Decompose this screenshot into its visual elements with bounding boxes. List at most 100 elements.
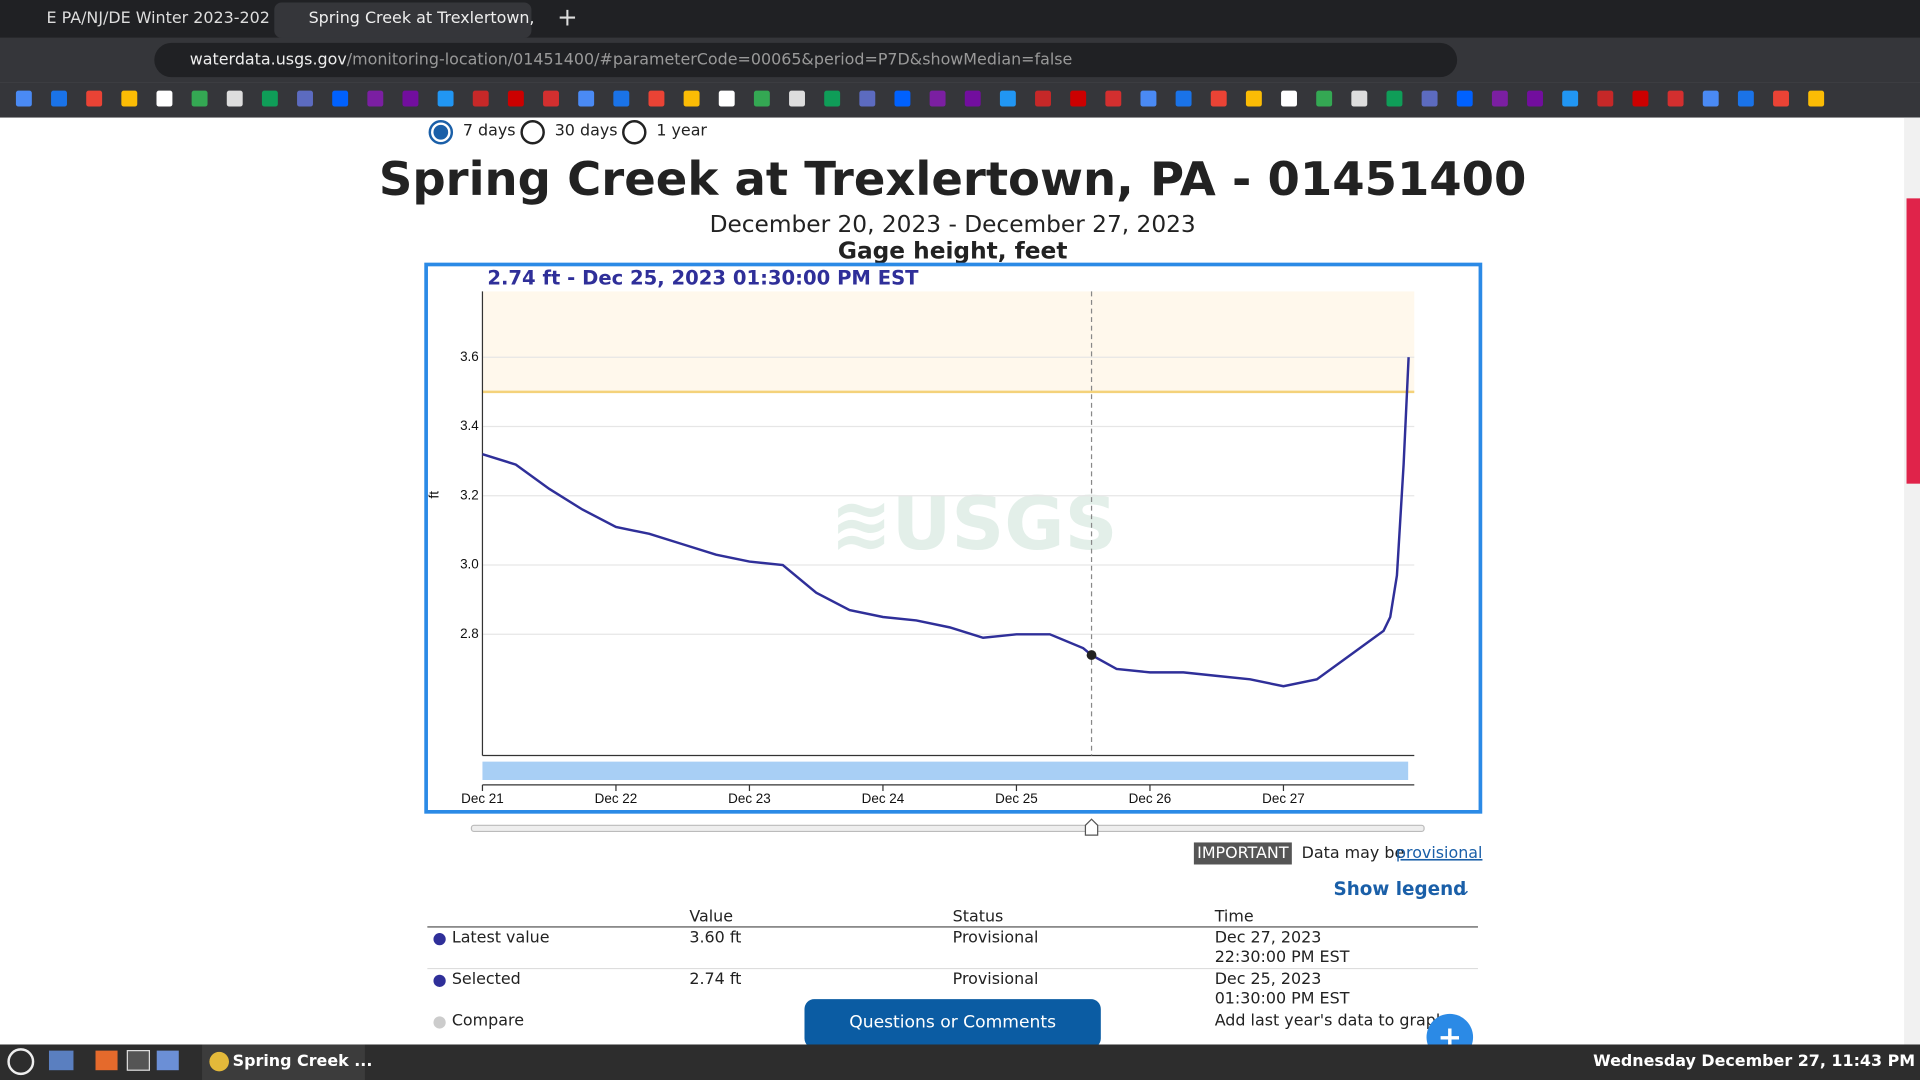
bookmark-icon[interactable] <box>1456 90 1473 107</box>
bookmark-icon[interactable] <box>367 90 384 107</box>
bookmark-icon[interactable] <box>297 90 313 107</box>
bookmark-icon[interactable] <box>1035 90 1051 107</box>
bookmark-icon[interactable] <box>1632 90 1649 107</box>
bookmark-icon[interactable] <box>1773 90 1789 107</box>
bookmark-icon[interactable] <box>613 90 630 107</box>
bookmark-icon[interactable] <box>859 90 876 107</box>
compare-text[interactable]: Add last year's data to graph <box>1215 1011 1446 1030</box>
bookmark-icon[interactable] <box>121 90 138 107</box>
bookmark-icon[interactable] <box>1281 90 1297 107</box>
bookmark-icon[interactable] <box>226 90 243 107</box>
radio[interactable] <box>520 120 545 145</box>
bookmark-icon[interactable] <box>1105 90 1122 107</box>
tooltip: 2.74 ft - Dec 25, 2023 01:30:00 PM EST <box>487 267 919 290</box>
task-item[interactable] <box>202 1044 365 1080</box>
feedback-button[interactable] <box>804 999 1101 1049</box>
bookmark-icon[interactable] <box>1386 90 1403 107</box>
bookmark-icon[interactable] <box>156 90 173 107</box>
scroll-thumb[interactable] <box>1906 198 1920 484</box>
feedback-label[interactable]: Questions or Comments <box>849 1012 1056 1032</box>
new-tab[interactable]: + <box>557 2 578 31</box>
bookmark-icon[interactable] <box>894 90 911 107</box>
legend-toggle[interactable]: Show legend <box>1333 879 1466 900</box>
link[interactable]: provisional <box>1396 843 1483 862</box>
table-cell: 2.74 ft <box>689 969 741 988</box>
data-line <box>482 357 1410 688</box>
bookmark-icon[interactable] <box>1562 90 1579 107</box>
table-cell: 22:30:00 PM EST <box>1215 947 1350 966</box>
y-tick-label: 3.6 <box>460 349 479 364</box>
radio-label[interactable]: 30 days <box>555 121 618 140</box>
bookmark-icon[interactable] <box>472 90 489 107</box>
bookmarks-bar <box>0 82 1920 118</box>
bookmark-icon[interactable] <box>51 90 67 107</box>
bookmark-icon[interactable] <box>261 90 278 107</box>
bookmark-icon[interactable] <box>1175 90 1192 107</box>
bookmark-icon[interactable] <box>824 90 841 107</box>
task-label[interactable]: Spring Creek ... <box>233 1051 373 1070</box>
clock: Wednesday December 27, 11:43 PM <box>1593 1051 1915 1070</box>
active-tab[interactable] <box>274 2 532 38</box>
bookmark-icon[interactable] <box>718 90 735 107</box>
bookmark-icon[interactable] <box>507 90 524 107</box>
bookmark-icon[interactable] <box>789 90 805 107</box>
url-path[interactable]: /monitoring-location/01451400/#parameter… <box>347 50 1073 69</box>
chevron[interactable]: ⌄ <box>1457 880 1471 900</box>
bookmark-icon[interactable] <box>1210 90 1227 107</box>
slider-track[interactable] <box>470 824 1425 833</box>
bookmark-icon[interactable] <box>543 90 559 107</box>
tab-title[interactable]: E PA/NJ/DE Winter 2023-202 <box>47 8 270 27</box>
bookmark-icon[interactable] <box>1597 90 1614 107</box>
bookmark-icon[interactable] <box>648 90 665 107</box>
bookmark-icon[interactable] <box>15 90 32 107</box>
bookmark-icon[interactable] <box>1070 90 1087 107</box>
bookmarks <box>15 90 1825 107</box>
slider-handle[interactable] <box>1084 818 1099 836</box>
bookmark-icon[interactable] <box>1667 90 1684 107</box>
bookmark-icon[interactable] <box>1527 90 1543 107</box>
plot: ≋USGS 2.8 3.0 3.2 3.4 3.6 ft Dec 21 Dec 22 Dec 2… <box>426 291 1415 806</box>
bookmark-icon[interactable] <box>1316 90 1333 107</box>
bookmark-icon[interactable] <box>929 90 946 107</box>
radio-label[interactable]: 7 days <box>463 121 516 140</box>
bookmark-icon[interactable] <box>964 90 981 107</box>
watermark: ≋USGS <box>830 482 1117 567</box>
bookmark-icon[interactable] <box>1737 90 1754 107</box>
x-tick-label: Dec 23 <box>728 791 771 806</box>
bookmark-icon[interactable] <box>437 90 454 107</box>
bookmark-icon[interactable] <box>753 90 770 107</box>
bookmark-icon[interactable] <box>1808 90 1825 107</box>
bookmark-icon[interactable] <box>191 90 208 107</box>
launcher[interactable] <box>156 1050 179 1071</box>
bookmark-icon[interactable] <box>578 90 595 107</box>
launcher[interactable] <box>48 1050 74 1071</box>
bookmark-icon[interactable] <box>402 90 419 107</box>
bookmark-icon[interactable] <box>1702 90 1719 107</box>
x-tick-label: Dec 24 <box>862 791 905 806</box>
url-host[interactable]: waterdata.usgs.gov <box>190 50 347 69</box>
brush <box>482 761 1409 780</box>
legend-dot <box>433 974 446 987</box>
table-cell: Latest value <box>452 927 550 946</box>
bookmark-icon[interactable] <box>332 90 349 107</box>
bookmark-icon[interactable] <box>683 90 700 107</box>
bookmark-icon[interactable] <box>1140 90 1157 107</box>
tab-title[interactable]: Spring Creek at Trexlertown, <box>309 8 535 27</box>
launcher[interactable] <box>95 1050 118 1071</box>
menu-button[interactable] <box>7 1048 35 1076</box>
bookmark-icon[interactable] <box>1245 90 1262 107</box>
bookmark-icon[interactable] <box>1491 90 1508 107</box>
radio-label[interactable]: 1 year <box>656 121 707 140</box>
badge <box>1193 842 1292 865</box>
bookmark-icon[interactable] <box>999 90 1016 107</box>
x-tick-label: Dec 25 <box>995 791 1038 806</box>
bookmark-icon[interactable] <box>86 90 103 107</box>
launcher[interactable] <box>126 1050 150 1071</box>
radio[interactable] <box>622 120 647 145</box>
bookmark-icon[interactable] <box>1351 90 1368 107</box>
badge-text: IMPORTANT <box>1197 843 1289 862</box>
legend-dot <box>433 1016 446 1029</box>
address-bar[interactable] <box>154 42 1458 78</box>
bookmark-icon[interactable] <box>1421 90 1438 107</box>
